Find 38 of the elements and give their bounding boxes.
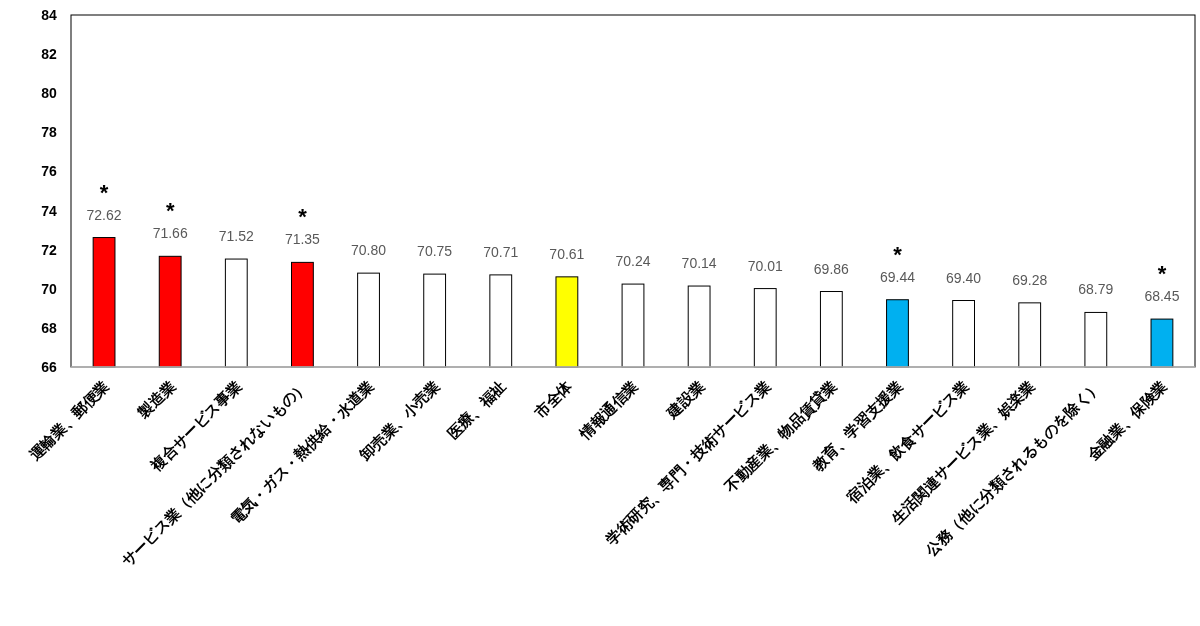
data-label: 70.61	[549, 245, 585, 262]
y-tick-label: 72	[41, 241, 57, 258]
data-label: 70.71	[483, 243, 519, 260]
x-tick-label: 医療、福祉	[443, 377, 510, 443]
y-tick-label: 82	[41, 46, 57, 63]
data-label: 69.28	[1012, 271, 1048, 288]
data-label: 72.62	[86, 206, 122, 223]
data-label: 71.66	[152, 225, 188, 242]
data-label: 71.35	[284, 231, 321, 248]
y-tick-label: 76	[41, 163, 57, 180]
data-label: 68.45	[1144, 288, 1180, 305]
x-tick-label: 運輸業、郵便業	[25, 377, 113, 465]
data-label: 70.24	[615, 253, 651, 270]
y-tick-label: 74	[41, 202, 57, 219]
annotation: *	[298, 204, 308, 230]
y-tick-label: 70	[41, 280, 57, 297]
y-tick-label: 78	[41, 124, 57, 141]
annotation: *	[893, 241, 903, 267]
data-label: 68.79	[1078, 281, 1114, 298]
data-label: 69.40	[946, 269, 982, 286]
data-label: 69.86	[813, 260, 850, 277]
y-tick-label: 80	[41, 85, 57, 102]
data-label: 70.14	[681, 255, 717, 272]
annotation: *	[1157, 261, 1167, 287]
data-label: 69.44	[879, 268, 916, 285]
data-label: 70.75	[417, 243, 453, 260]
x-tick-label: 情報通信業	[575, 377, 642, 444]
data-label: 71.52	[218, 228, 255, 245]
y-tick-label: 66	[41, 359, 57, 375]
data-label: 70.01	[747, 257, 783, 274]
data-label: 70.80	[351, 242, 387, 259]
annotation: *	[165, 198, 175, 224]
annotation: *	[99, 179, 109, 205]
x-tick-label: 製造業	[133, 377, 179, 423]
y-tick-label: 84	[41, 7, 57, 23]
x-tick-label: 市全体	[530, 376, 577, 423]
x-tick-label: 建設業	[662, 377, 708, 423]
y-tick-label: 68	[41, 319, 57, 336]
